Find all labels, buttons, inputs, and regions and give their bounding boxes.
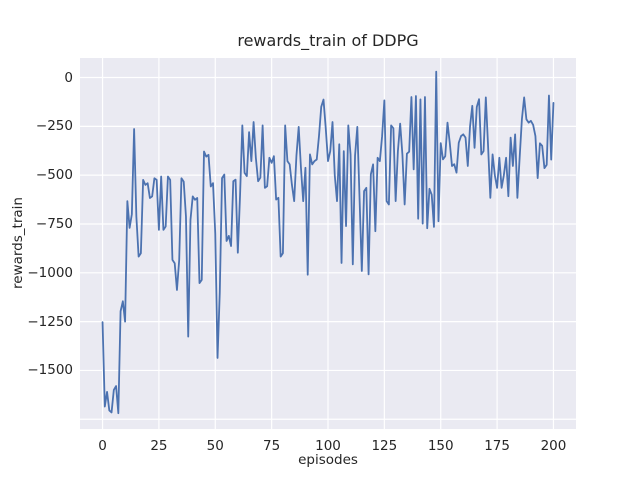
y-tick-label: −1000 — [27, 264, 73, 281]
x-axis-label: episodes — [298, 452, 358, 468]
y-tick-label: −500 — [35, 167, 73, 184]
series-rewards_train — [101, 70, 555, 415]
x-tick-label: 100 — [315, 438, 341, 454]
x-tick-label: 125 — [371, 438, 398, 454]
y-tick-label: −750 — [35, 215, 73, 232]
y-tick-label: −1500 — [27, 362, 73, 379]
y-tick-label: −1250 — [27, 313, 73, 330]
x-tick-label: 25 — [150, 438, 168, 454]
x-tick-label: 175 — [484, 438, 510, 454]
y-tick-label: 0 — [64, 69, 73, 86]
x-tick-label: 150 — [427, 438, 454, 454]
x-tick-label: 75 — [263, 438, 281, 454]
x-tick-label: 200 — [540, 438, 567, 454]
x-tick-label: 0 — [98, 438, 107, 454]
chart-title: rewards_train of DDPG — [237, 31, 419, 50]
line-chart — [80, 58, 576, 429]
y-axis-label: rewards_train — [10, 197, 26, 290]
y-tick-label: −250 — [35, 118, 73, 135]
plot-area — [80, 58, 576, 429]
x-tick-label: 50 — [206, 438, 224, 454]
